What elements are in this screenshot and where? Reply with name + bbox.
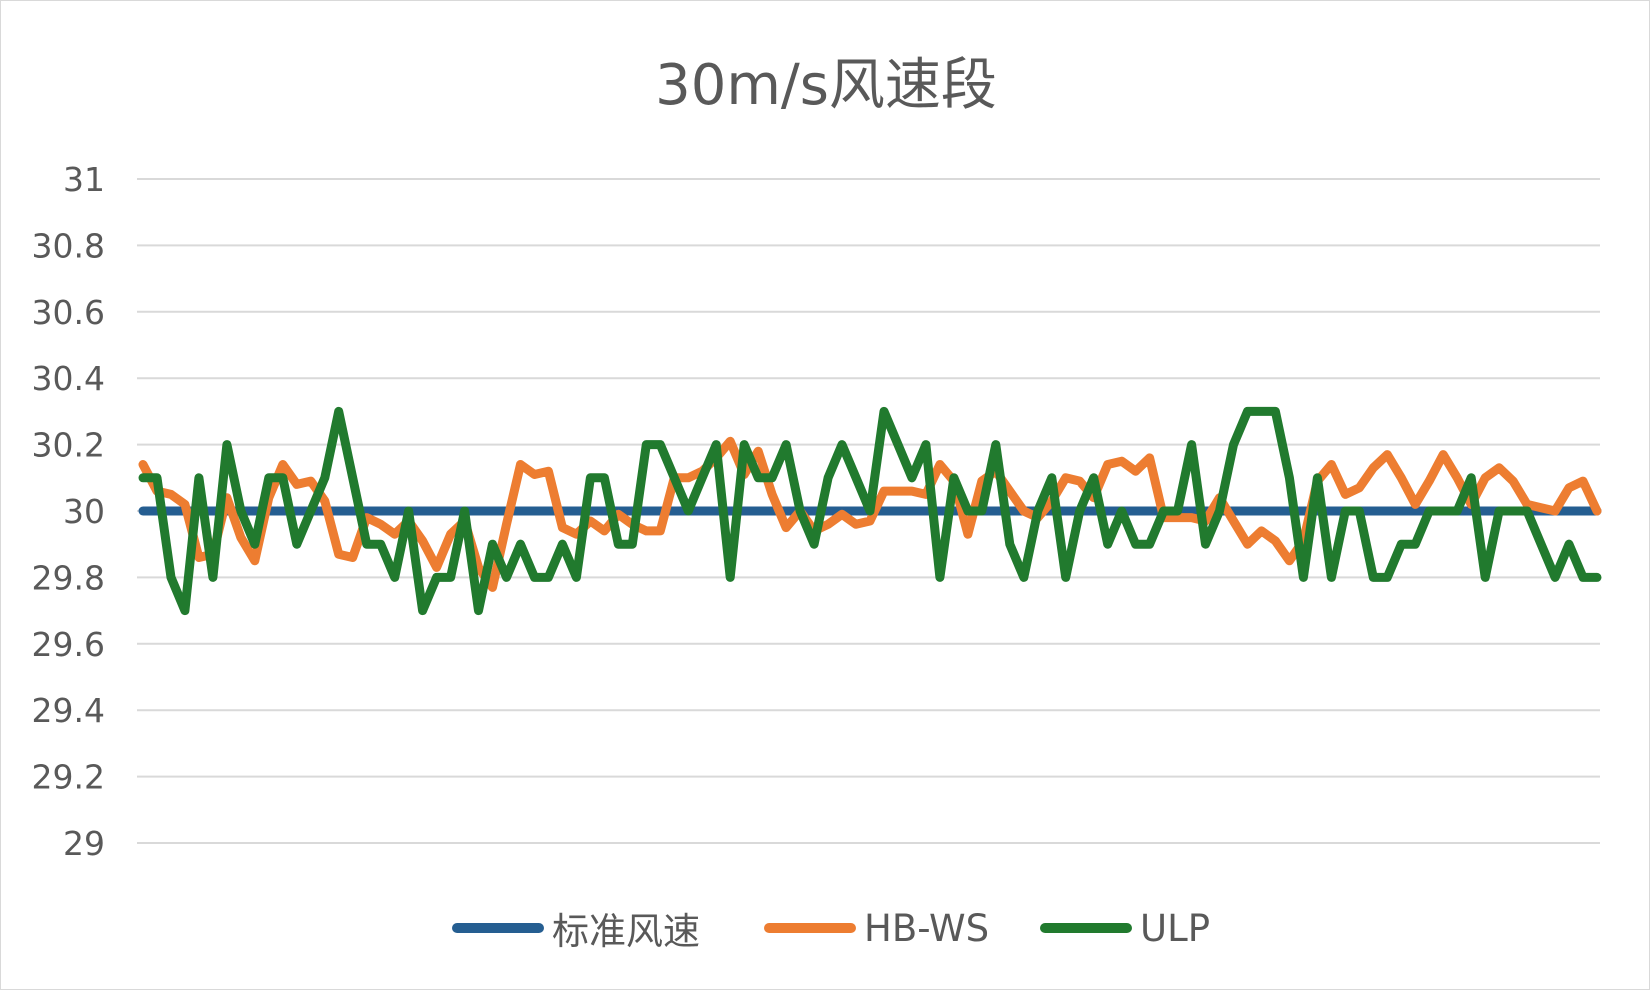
y-axis-ticks: 29 29.2 29.4 29.6 29.8 30 30.2 30.4 30.6 30.8 31 bbox=[32, 160, 105, 863]
y-tick-label: 30.4 bbox=[32, 359, 105, 398]
y-tick-label: 31 bbox=[63, 160, 105, 199]
series-line-ulp bbox=[138, 406, 1602, 616]
y-tick-label: 29 bbox=[63, 824, 105, 863]
y-tick-label: 29.6 bbox=[32, 625, 105, 664]
y-tick-label: 30.6 bbox=[32, 293, 105, 332]
y-tick-label: 29.2 bbox=[32, 758, 105, 797]
legend-item-hbws: HB-WS bbox=[764, 900, 989, 956]
y-tick-label: 29.8 bbox=[32, 558, 105, 597]
y-tick-label: 30.8 bbox=[32, 226, 105, 265]
legend-label-standard: 标准风速 bbox=[552, 910, 700, 953]
series-line-hbws bbox=[138, 436, 1602, 592]
chart-title: 30m/s风速段 bbox=[655, 53, 997, 118]
legend-swatch-hbws bbox=[764, 923, 856, 933]
y-tick-label: 30.2 bbox=[32, 426, 105, 465]
legend-label-ulp: ULP bbox=[1140, 906, 1211, 950]
y-tick-label: 29.4 bbox=[32, 691, 105, 730]
series-lines bbox=[138, 406, 1602, 616]
legend-item-standard: 标准风速 bbox=[452, 900, 700, 956]
legend-swatch-ulp bbox=[1040, 923, 1132, 933]
legend: 标准风速 HB-WS ULP bbox=[0, 900, 1652, 956]
legend-item-ulp: ULP bbox=[1040, 900, 1210, 956]
y-tick-label: 30 bbox=[63, 492, 105, 531]
legend-swatch-standard bbox=[452, 923, 544, 933]
legend-label-hbws: HB-WS bbox=[864, 906, 990, 950]
